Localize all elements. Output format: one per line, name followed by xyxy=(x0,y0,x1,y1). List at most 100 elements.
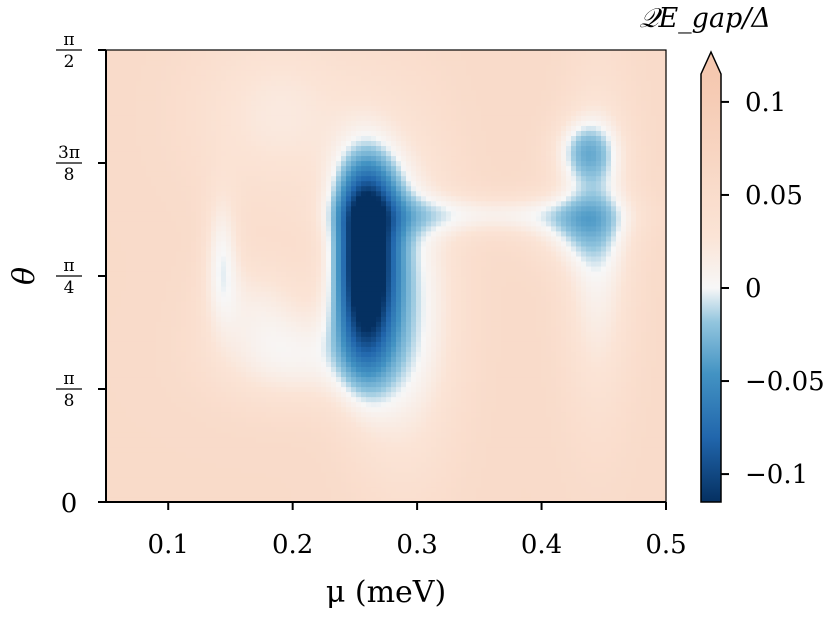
heatmap-cell xyxy=(381,376,387,383)
heatmap-cell xyxy=(291,281,297,287)
heatmap-cell xyxy=(416,411,422,418)
heatmap-cell xyxy=(511,426,517,433)
heatmap-cell xyxy=(266,411,272,418)
heatmap-cell xyxy=(581,446,587,453)
heatmap-cell xyxy=(546,341,552,347)
heatmap-cell xyxy=(416,406,422,413)
heatmap-cell xyxy=(541,286,547,292)
heatmap-cell xyxy=(591,381,597,388)
heatmap-cell xyxy=(371,311,377,317)
heatmap-cell xyxy=(541,436,547,443)
heatmap-cell xyxy=(571,351,577,357)
heatmap-cell xyxy=(461,461,467,468)
heatmap-cell xyxy=(611,366,617,373)
heatmap-cell xyxy=(276,491,282,498)
heatmap-cell xyxy=(611,481,617,488)
heatmap-cell xyxy=(136,426,142,433)
heatmap-cell xyxy=(351,456,357,463)
heatmap-cell xyxy=(376,376,382,383)
heatmap-cell xyxy=(446,441,452,448)
heatmap-cell xyxy=(471,346,477,352)
heatmap-cell xyxy=(376,286,382,292)
heatmap-cell xyxy=(181,411,187,418)
heatmap-cell xyxy=(426,476,432,483)
heatmap-cell xyxy=(591,491,597,498)
heatmap-cell xyxy=(236,491,242,498)
heatmap-cell xyxy=(116,306,122,312)
heatmap-cell xyxy=(521,486,527,493)
heatmap-cell xyxy=(136,446,142,453)
heatmap-cell xyxy=(606,371,612,378)
heatmap-cell xyxy=(606,476,612,483)
heatmap-cell xyxy=(636,366,642,373)
heatmap-cell xyxy=(331,421,337,428)
heatmap-cell xyxy=(456,331,462,337)
heatmap-cell xyxy=(141,461,147,468)
heatmap-cell xyxy=(476,321,482,327)
heatmap-cell xyxy=(156,276,162,282)
heatmap-cell xyxy=(326,461,332,468)
heatmap-cell xyxy=(146,326,152,332)
heatmap-cell xyxy=(161,406,167,413)
heatmap-cell xyxy=(321,486,327,493)
heatmap-cell xyxy=(481,321,487,327)
heatmap-cell xyxy=(136,441,142,448)
heatmap-cell xyxy=(351,346,357,352)
heatmap-cell xyxy=(601,426,607,433)
heatmap-cell xyxy=(646,296,652,302)
heatmap-cell xyxy=(161,381,167,388)
heatmap-cell xyxy=(551,396,557,403)
heatmap-cell xyxy=(351,476,357,483)
heatmap-cell xyxy=(376,491,382,498)
heatmap-cell xyxy=(366,436,372,443)
heatmap-cell xyxy=(586,431,592,438)
heatmap-cell xyxy=(621,421,627,428)
heatmap-cell xyxy=(296,336,302,342)
heatmap-cell xyxy=(571,381,577,388)
heatmap-cell xyxy=(426,356,432,362)
heatmap-cell xyxy=(321,281,327,287)
heatmap-cell xyxy=(201,281,207,287)
heatmap-cell xyxy=(491,491,497,498)
heatmap-cell xyxy=(161,326,167,332)
heatmap-cell xyxy=(571,346,577,352)
heatmap-cell xyxy=(106,396,112,403)
heatmap-cell xyxy=(256,366,262,373)
heatmap-cell xyxy=(256,276,262,282)
heatmap-cell xyxy=(411,461,417,468)
heatmap-cell xyxy=(171,416,177,423)
heatmap-cell xyxy=(436,366,442,373)
heatmap-cell xyxy=(341,301,347,307)
heatmap-cell xyxy=(646,406,652,413)
heatmap-cell xyxy=(481,376,487,383)
heatmap-cell xyxy=(341,456,347,463)
heatmap-cell xyxy=(151,346,157,352)
heatmap-cell xyxy=(266,416,272,423)
heatmap-cell xyxy=(346,376,352,383)
heatmap-cell xyxy=(261,391,267,398)
heatmap-cell xyxy=(131,291,137,297)
heatmap-cell xyxy=(491,451,497,458)
heatmap-cell xyxy=(361,411,367,418)
heatmap-cell xyxy=(541,381,547,388)
heatmap-cell xyxy=(186,326,192,332)
heatmap-cell xyxy=(276,371,282,378)
heatmap-cell xyxy=(641,401,647,408)
heatmap-cell xyxy=(376,386,382,393)
heatmap-cell xyxy=(286,466,292,473)
heatmap-cell xyxy=(311,411,317,418)
heatmap-cell xyxy=(206,301,212,307)
heatmap-cell xyxy=(351,366,357,373)
heatmap-cell xyxy=(406,276,412,282)
heatmap-cell xyxy=(561,311,567,317)
heatmap-cell xyxy=(546,441,552,448)
heatmap-cell xyxy=(221,306,227,312)
heatmap-cell xyxy=(516,466,522,473)
heatmap-cell xyxy=(121,496,127,503)
heatmap-cell xyxy=(431,376,437,383)
heatmap-cell xyxy=(121,376,127,383)
heatmap-cell xyxy=(631,461,637,468)
heatmap-cell xyxy=(221,436,227,443)
heatmap-cell xyxy=(416,276,422,282)
heatmap-cell xyxy=(356,276,362,282)
